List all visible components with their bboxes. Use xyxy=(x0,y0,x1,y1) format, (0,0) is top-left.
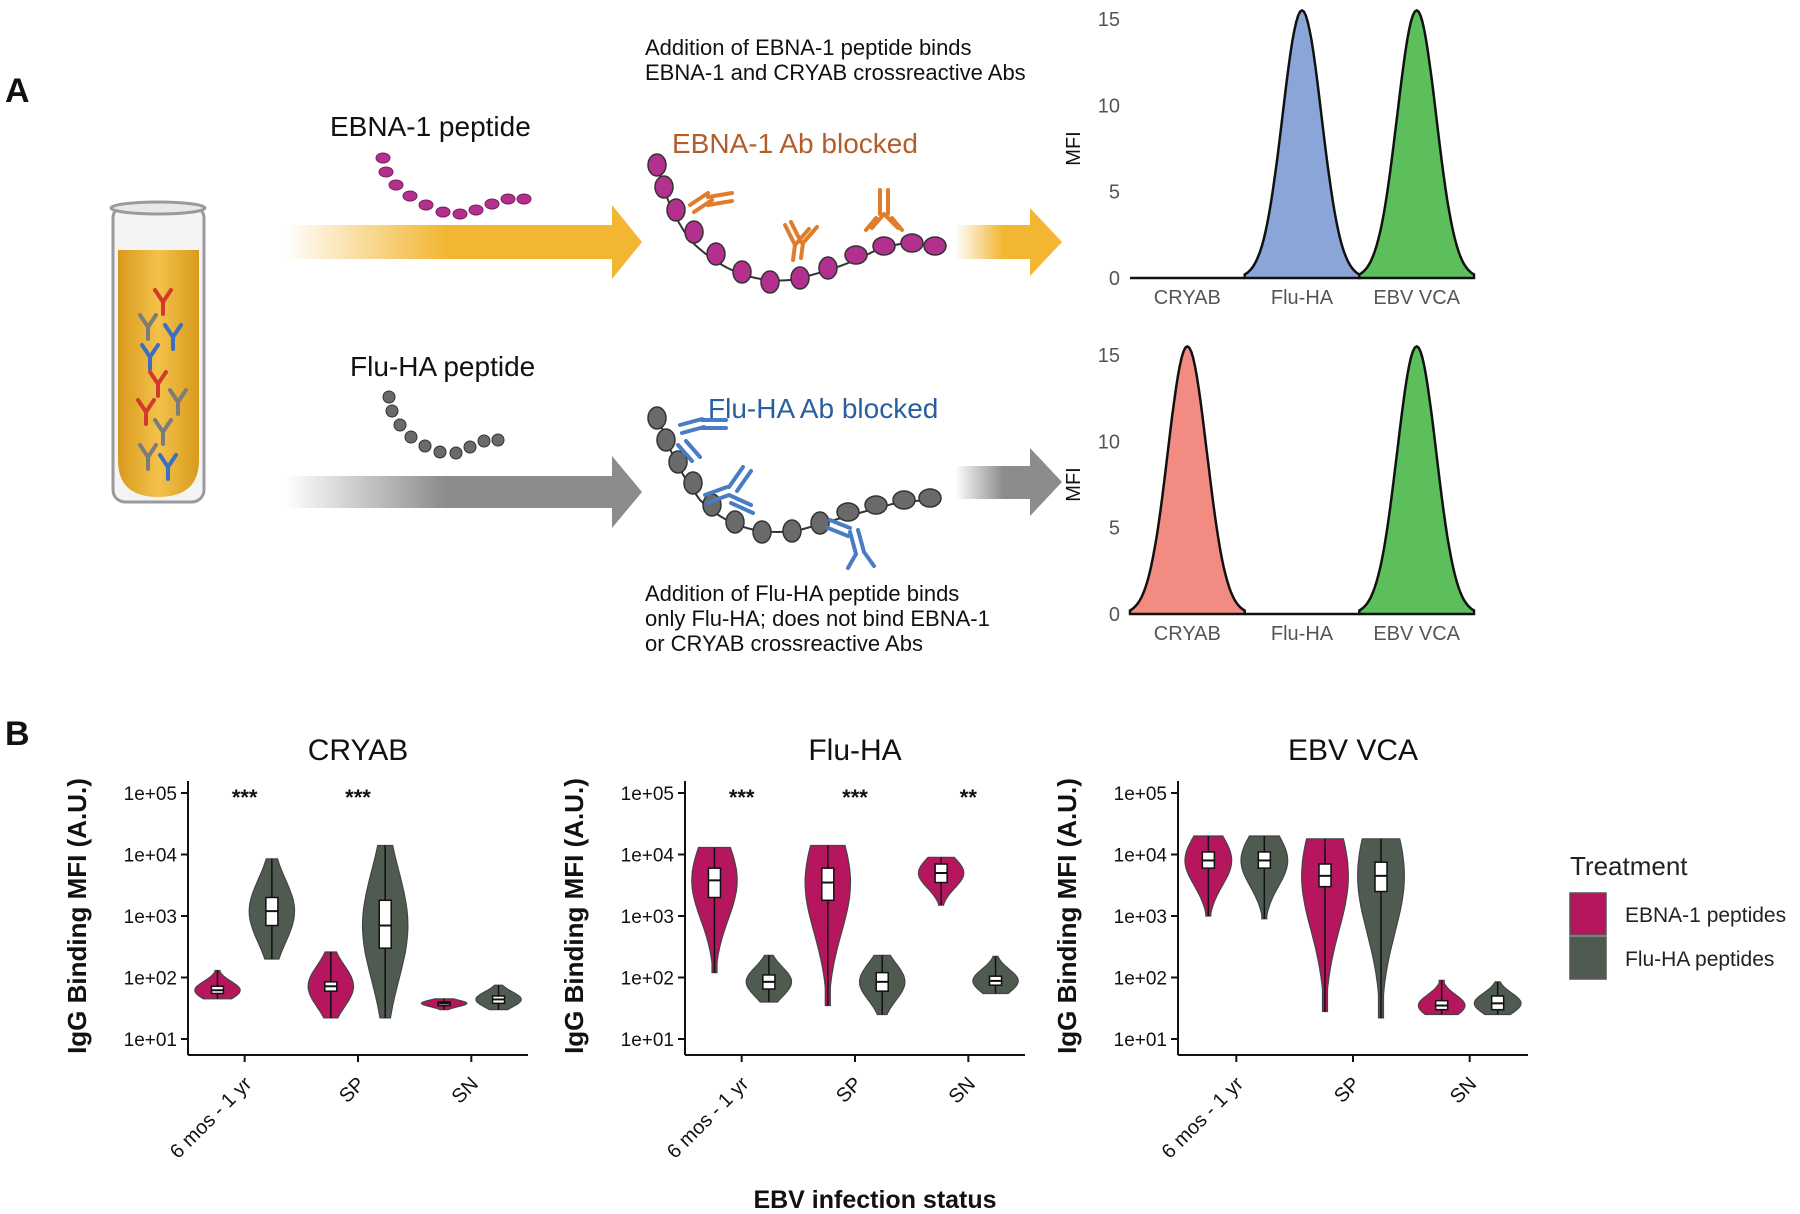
y-tick-label-1e+04: 1e+04 xyxy=(124,846,178,867)
x-tick-label-sp: SP xyxy=(335,1073,369,1107)
y-tick-label-1e+03: 1e+03 xyxy=(1114,907,1167,928)
mfi-y-tick-5: 5 xyxy=(1109,518,1120,540)
top-note-line-1: Addition of EBNA-1 peptide binds xyxy=(645,35,972,60)
ebna-bound-peptide-icon xyxy=(647,153,947,294)
x-tick-label-6-mos-1-yr: 6 mos - 1 yr xyxy=(1158,1073,1248,1163)
y-tick-label-1e+04: 1e+04 xyxy=(621,846,675,867)
chart-title-cryab: CRYAB xyxy=(308,734,409,767)
y-tick-label-1e+02: 1e+02 xyxy=(621,969,674,990)
mfi-y-tick-15: 15 xyxy=(1098,345,1120,367)
x-tick-label-sp: SP xyxy=(832,1073,866,1107)
violin-chart-cryab: CRYAB IgG Binding MFI (A.U.) 1e+01 1e+02 1e+… xyxy=(62,734,528,1163)
y-tick-label-1e+03: 1e+03 xyxy=(621,907,674,928)
mfi-y-tick-5: 5 xyxy=(1109,182,1120,204)
y-axis-title: IgG Binding MFI (A.U.) xyxy=(62,778,92,1054)
y-tick-label-1e+05: 1e+05 xyxy=(621,784,674,805)
ebna-peptide-icon xyxy=(375,152,532,220)
mfi-y-axis-label: MFI xyxy=(1063,131,1085,165)
y-tick-label-1e+05: 1e+05 xyxy=(1114,784,1167,805)
y-tick-label-1e+01: 1e+01 xyxy=(1114,1030,1167,1051)
bottom-note-line-1: Addition of Flu-HA peptide binds xyxy=(645,581,959,606)
mfi-y-tick-10: 10 xyxy=(1098,431,1120,453)
flu-result-arrow xyxy=(955,448,1062,516)
y-tick-label-1e+02: 1e+02 xyxy=(1114,969,1167,990)
top-blocked-label: EBNA-1 Ab blocked xyxy=(672,128,918,159)
x-tick-label-6-mos-1-yr: 6 mos - 1 yr xyxy=(663,1073,753,1163)
x-axis-title: EBV infection status xyxy=(753,1186,996,1214)
x-tick-label-6-mos-1-yr: 6 mos - 1 yr xyxy=(166,1073,256,1163)
y-tick-label-1e+04: 1e+04 xyxy=(1114,846,1168,867)
bottom-blocked-label: Flu-HA Ab blocked xyxy=(708,393,938,424)
mfi-chart-top: 0 5 10 15 MFI CRYAB Flu-HA EBV VCA xyxy=(1063,8,1476,309)
violin-chart-ebv-vca: EBV VCA IgG Binding MFI (A.U.) 1e+01 1e+02 1… xyxy=(1052,734,1528,1163)
legend-item-flu: Flu-HA peptides xyxy=(1625,948,1774,971)
flu-peptide-icon xyxy=(382,390,505,460)
mfi-y-tick-15: 15 xyxy=(1098,9,1120,31)
mfi-peak-flu-ha xyxy=(1243,8,1361,280)
legend-swatch-flu xyxy=(1569,936,1607,980)
y-tick-label-1e+03: 1e+03 xyxy=(124,907,177,928)
ebna-flow-arrow xyxy=(285,205,642,279)
mfi-x-tick-cryab: CRYAB xyxy=(1154,623,1221,645)
mfi-x-tick-flu-ha: Flu-HA xyxy=(1271,623,1334,645)
flu-flow-arrow xyxy=(285,456,642,528)
legend-title: Treatment xyxy=(1570,851,1688,881)
ebna-antibody-icons xyxy=(688,188,904,262)
top-peptide-label: EBNA-1 peptide xyxy=(330,111,531,142)
x-tick-label-sp: SP xyxy=(1330,1073,1364,1107)
significance-marker: ** xyxy=(960,785,978,810)
mfi-y-tick-0: 0 xyxy=(1109,268,1120,290)
test-tube-icon xyxy=(109,200,207,504)
x-tick-label-sn: SN xyxy=(448,1073,483,1108)
panel-a-label: A xyxy=(5,72,30,110)
legend-swatch-ebna xyxy=(1569,892,1607,936)
mfi-peak-ebv-vca xyxy=(1358,344,1476,616)
box-iqr xyxy=(707,867,722,899)
significance-marker: *** xyxy=(842,785,868,810)
flu-bound-peptide-icon xyxy=(647,406,942,544)
top-note-line-2: EBNA-1 and CRYAB crossreactive Abs xyxy=(645,60,1026,85)
mfi-x-tick-cryab: CRYAB xyxy=(1154,287,1221,309)
significance-marker: *** xyxy=(345,785,371,810)
violin-chart-flu-ha: Flu-HA IgG Binding MFI (A.U.) 1e+01 1e+02 1e… xyxy=(559,734,1025,1163)
significance-marker: *** xyxy=(232,785,258,810)
flu-antibody-icons xyxy=(676,417,876,570)
mfi-peak-ebv-vca xyxy=(1358,8,1476,280)
y-tick-label-1e+02: 1e+02 xyxy=(124,969,177,990)
mfi-y-tick-10: 10 xyxy=(1098,95,1120,117)
y-tick-label-1e+01: 1e+01 xyxy=(124,1030,177,1051)
x-tick-label-sn: SN xyxy=(1446,1073,1481,1108)
y-tick-label-1e+05: 1e+05 xyxy=(124,784,177,805)
legend: Treatment EBNA-1 peptides Flu-HA peptide… xyxy=(1569,851,1786,980)
mfi-y-axis-label: MFI xyxy=(1063,467,1085,501)
legend-item-ebna: EBNA-1 peptides xyxy=(1625,904,1786,927)
x-tick-label-sn: SN xyxy=(945,1073,980,1108)
panel-b-label: B xyxy=(5,715,30,753)
y-axis-title: IgG Binding MFI (A.U.) xyxy=(559,778,589,1054)
y-axis-title: IgG Binding MFI (A.U.) xyxy=(1052,778,1082,1054)
ebna-result-arrow xyxy=(955,208,1062,276)
mfi-y-tick-0: 0 xyxy=(1109,604,1120,626)
bottom-note-line-3: or CRYAB crossreactive Abs xyxy=(645,631,923,656)
significance-marker: *** xyxy=(729,785,755,810)
chart-title-flu-ha: Flu-HA xyxy=(808,734,901,767)
chart-title-ebv-vca: EBV VCA xyxy=(1288,734,1418,767)
mfi-x-tick-ebv-vca: EBV VCA xyxy=(1373,287,1460,309)
mfi-x-tick-ebv-vca: EBV VCA xyxy=(1373,623,1460,645)
mfi-chart-bottom: 0 5 10 15 MFI CRYAB Flu-HA EBV VCA xyxy=(1063,344,1476,645)
box-iqr xyxy=(378,899,392,949)
bottom-note-line-2: only Flu-HA; does not bind EBNA-1 xyxy=(645,606,990,631)
box-iqr xyxy=(821,867,835,902)
y-tick-label-1e+01: 1e+01 xyxy=(621,1030,674,1051)
bottom-peptide-label: Flu-HA peptide xyxy=(350,351,535,382)
mfi-peak-cryab xyxy=(1128,344,1246,616)
mfi-x-tick-flu-ha: Flu-HA xyxy=(1271,287,1334,309)
box-iqr xyxy=(1374,861,1388,893)
